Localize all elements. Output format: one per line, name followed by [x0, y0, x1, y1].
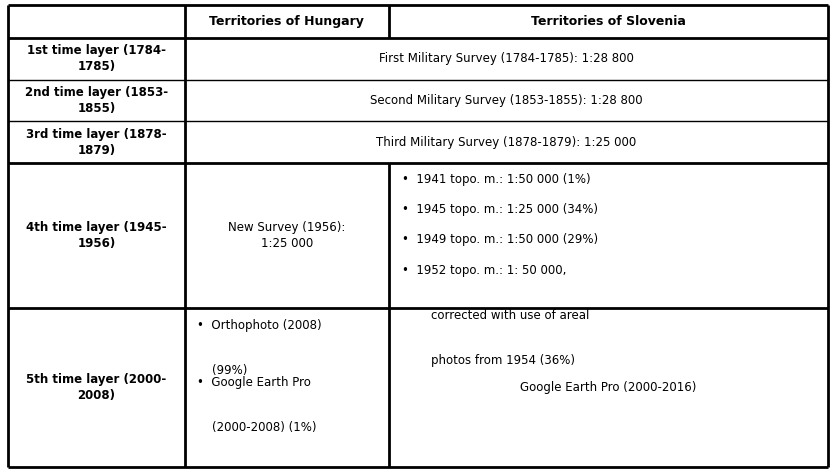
Text: 3rd time layer (1878-
1879): 3rd time layer (1878- 1879) — [26, 127, 166, 157]
Text: •  Orthophoto (2008): • Orthophoto (2008) — [196, 319, 321, 332]
Text: •  1945 topo. m.: 1:25 000 (34%): • 1945 topo. m.: 1:25 000 (34%) — [401, 203, 598, 216]
Text: •  Google Earth Pro: • Google Earth Pro — [196, 376, 311, 389]
Text: Third Military Survey (1878-1879): 1:25 000: Third Military Survey (1878-1879): 1:25 … — [376, 135, 636, 149]
Text: New Survey (1956):
1:25 000: New Survey (1956): 1:25 000 — [228, 221, 345, 250]
Text: photos from 1954 (36%): photos from 1954 (36%) — [416, 354, 575, 367]
Text: 5th time layer (2000-
2008): 5th time layer (2000- 2008) — [26, 373, 166, 402]
Text: •  1952 topo. m.: 1: 50 000,: • 1952 topo. m.: 1: 50 000, — [401, 263, 566, 277]
Text: First Military Survey (1784-1785): 1:28 800: First Military Survey (1784-1785): 1:28 … — [379, 52, 634, 65]
Text: (99%): (99%) — [196, 364, 247, 377]
Text: Territories of Slovenia: Territories of Slovenia — [531, 15, 686, 28]
Text: 2nd time layer (1853-
1855): 2nd time layer (1853- 1855) — [25, 86, 168, 115]
Text: corrected with use of areal: corrected with use of areal — [416, 309, 589, 322]
Text: •  1949 topo. m.: 1:50 000 (29%): • 1949 topo. m.: 1:50 000 (29%) — [401, 233, 598, 246]
Text: Google Earth Pro (2000-2016): Google Earth Pro (2000-2016) — [520, 381, 696, 394]
Text: Territories of Hungary: Territories of Hungary — [210, 15, 364, 28]
Text: (2000-2008) (1%): (2000-2008) (1%) — [196, 421, 316, 434]
Text: 4th time layer (1945-
1956): 4th time layer (1945- 1956) — [26, 221, 166, 250]
Text: Second Military Survey (1853-1855): 1:28 800: Second Military Survey (1853-1855): 1:28… — [370, 94, 642, 107]
Text: •  1941 topo. m.: 1:50 000 (1%): • 1941 topo. m.: 1:50 000 (1%) — [401, 173, 590, 186]
Text: 1st time layer (1784-
1785): 1st time layer (1784- 1785) — [27, 44, 166, 73]
